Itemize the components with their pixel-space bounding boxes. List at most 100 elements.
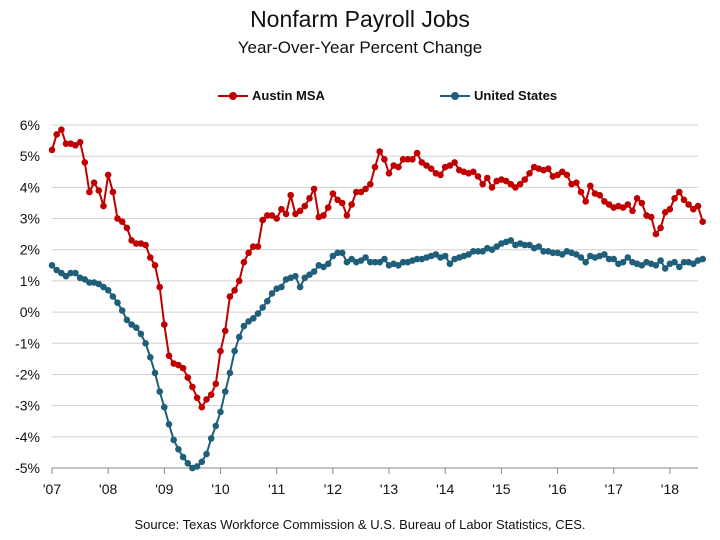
data-point: [624, 254, 632, 261]
data-point: [147, 254, 154, 261]
data-point: [62, 140, 70, 147]
data-point: [353, 188, 360, 196]
x-tick-label: '15: [492, 481, 510, 497]
data-point: [619, 258, 627, 266]
data-point: [381, 255, 388, 263]
data-point: [629, 207, 636, 215]
data-point: [671, 195, 678, 202]
data-point: [329, 252, 337, 260]
data-point: [128, 321, 135, 328]
data-point: [549, 249, 557, 257]
data-point: [264, 297, 271, 305]
data-point: [563, 171, 571, 179]
data-point: [53, 266, 60, 274]
data-point: [474, 173, 482, 180]
data-point: [367, 180, 374, 188]
data-point: [320, 263, 327, 271]
data-point: [165, 352, 173, 360]
data-point: [512, 184, 519, 191]
data-point: [212, 380, 220, 388]
data-point: [676, 188, 683, 196]
data-point: [118, 218, 126, 225]
data-point: [409, 156, 416, 163]
data-point: [287, 191, 295, 199]
data-point: [418, 159, 426, 166]
x-tick-label: '08: [99, 481, 117, 497]
x-tick-label: '18: [661, 481, 679, 497]
data-point: [221, 388, 229, 395]
legend-label-austin: Austin MSA: [252, 88, 325, 103]
data-point: [451, 159, 458, 166]
data-point: [48, 262, 56, 269]
data-point: [114, 299, 121, 307]
data-point: [385, 170, 393, 177]
data-point: [231, 347, 238, 355]
data-point: [343, 212, 351, 219]
y-tick-label: -2%: [15, 366, 40, 382]
data-point: [231, 287, 238, 294]
data-point: [133, 240, 140, 247]
data-point: [582, 258, 589, 266]
data-point: [437, 171, 444, 179]
y-tick-label: -1%: [15, 335, 40, 351]
data-point: [395, 163, 402, 171]
data-point: [540, 248, 547, 255]
data-point: [661, 265, 669, 272]
data-point: [221, 327, 229, 335]
y-tick-label: 6%: [20, 117, 40, 133]
data-point: [184, 460, 192, 467]
data-point: [81, 159, 89, 166]
data-point: [334, 249, 341, 257]
data-point: [633, 195, 641, 202]
data-point: [170, 436, 177, 444]
data-point: [558, 168, 566, 176]
data-point: [610, 255, 617, 263]
data-point: [521, 176, 529, 183]
x-tick-label: '10: [211, 481, 229, 497]
data-point: [53, 131, 60, 138]
data-point: [72, 142, 79, 149]
data-point: [76, 138, 84, 146]
data-point: [348, 201, 355, 208]
data-point: [259, 216, 267, 224]
y-tick-label: 3%: [20, 211, 40, 227]
data-point: [179, 453, 187, 461]
x-tick-label: '13: [380, 481, 398, 497]
data-point: [137, 330, 145, 338]
data-point: [558, 251, 566, 258]
y-tick-label: 5%: [20, 148, 40, 164]
data-point: [638, 199, 646, 207]
data-point: [86, 188, 93, 196]
data-point: [521, 241, 529, 249]
data-point: [652, 230, 660, 238]
data-point: [544, 165, 552, 172]
chart-subtitle: Year-Over-Year Percent Change: [237, 38, 483, 57]
legend: Austin MSA United States: [0, 88, 720, 108]
data-point: [109, 293, 117, 300]
data-point: [254, 310, 262, 317]
data-point: [573, 251, 580, 258]
data-point: [657, 257, 664, 264]
data-point: [268, 212, 276, 219]
data-point: [507, 237, 515, 244]
data-point: [193, 394, 201, 402]
data-point: [48, 146, 56, 154]
data-point: [189, 383, 196, 391]
data-point: [72, 269, 79, 277]
data-point: [142, 340, 149, 347]
data-point: [235, 333, 243, 341]
data-point: [161, 403, 168, 411]
data-point: [423, 162, 430, 169]
y-tick-label: 1%: [20, 273, 40, 289]
data-point: [151, 369, 159, 377]
data-point: [484, 174, 491, 182]
data-point: [596, 191, 603, 199]
data-point: [133, 324, 140, 332]
data-point: [301, 274, 309, 282]
series-line: [51, 127, 704, 410]
data-point: [240, 322, 248, 330]
data-point: [184, 374, 192, 381]
data-point: [156, 283, 163, 291]
x-tick-label: '17: [605, 481, 623, 497]
